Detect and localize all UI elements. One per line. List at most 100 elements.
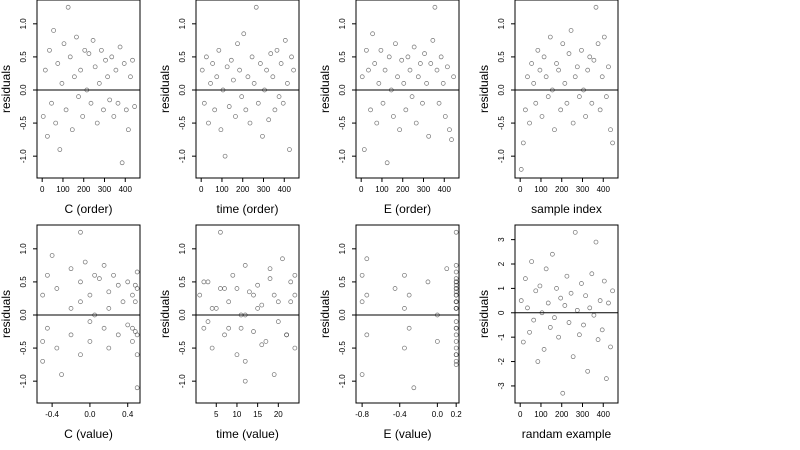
point — [242, 358, 248, 364]
point — [539, 114, 545, 119]
point — [59, 372, 64, 377]
point — [453, 306, 459, 311]
x-tick-label: 0.4 — [122, 410, 134, 419]
point — [40, 358, 46, 364]
point — [572, 74, 578, 80]
point — [599, 327, 605, 333]
point — [401, 81, 407, 86]
point — [270, 74, 276, 80]
x-tick-label: 0 — [518, 410, 523, 419]
point — [579, 281, 584, 286]
x-tick-label: 0 — [359, 185, 364, 194]
point — [397, 127, 402, 133]
point — [359, 299, 365, 305]
point — [267, 276, 273, 281]
y-tick-label: -0.5 — [178, 116, 187, 130]
y-tick-label: 1.0 — [178, 243, 187, 255]
point — [274, 47, 280, 53]
x-tick-label: 5 — [214, 410, 219, 419]
point — [518, 167, 524, 172]
point — [537, 283, 543, 289]
point — [589, 271, 595, 277]
point — [552, 315, 557, 321]
point — [288, 299, 294, 305]
point — [45, 272, 50, 278]
point — [65, 4, 71, 10]
point — [399, 57, 405, 63]
point — [134, 352, 140, 358]
point — [444, 266, 450, 272]
plot-frame — [355, 224, 460, 404]
point — [226, 299, 232, 305]
point — [292, 345, 298, 351]
panel: -1.0 -0.5 0.0 0.5 1.0 -0.8 -0.4 0.0 0.2 E (value)… — [318, 224, 462, 441]
point — [411, 385, 417, 391]
y-tick-label: -1.0 — [178, 374, 187, 388]
point — [266, 117, 272, 123]
point — [415, 74, 421, 80]
point — [222, 286, 227, 291]
plot-frame — [514, 0, 619, 179]
plot-frame — [36, 0, 141, 179]
point — [130, 292, 135, 298]
point — [289, 54, 294, 60]
y-axis-label: residuals — [477, 65, 491, 113]
point — [101, 107, 106, 113]
point — [247, 120, 253, 126]
y-tick-label: -0.5 — [497, 116, 506, 130]
point — [568, 28, 574, 33]
point — [115, 282, 121, 288]
point — [451, 74, 456, 80]
point — [453, 286, 459, 291]
point — [134, 385, 140, 391]
point — [391, 114, 396, 119]
point — [40, 292, 46, 298]
point — [54, 345, 60, 351]
y-tick-label: -1 — [497, 333, 506, 341]
point — [121, 61, 127, 66]
point — [125, 279, 131, 285]
point — [545, 94, 551, 99]
point — [264, 67, 269, 73]
point — [591, 312, 597, 318]
y-tick-label: -1.0 — [497, 149, 506, 163]
y-tick-label: 3 — [497, 237, 506, 242]
point — [453, 292, 459, 298]
point — [572, 229, 578, 235]
point — [128, 74, 133, 80]
point — [405, 54, 411, 60]
point — [282, 38, 288, 43]
point — [583, 293, 588, 299]
point — [520, 339, 526, 345]
point — [59, 81, 65, 86]
point — [78, 299, 83, 305]
point — [288, 279, 294, 285]
point — [292, 292, 298, 298]
y-tick-label: 0.0 — [19, 309, 28, 321]
point — [103, 57, 108, 63]
point — [107, 97, 113, 103]
point — [595, 41, 601, 47]
point — [267, 266, 273, 272]
point — [525, 305, 530, 311]
y-axis-label: residuals — [318, 65, 332, 113]
x-tick-label: 0 — [518, 185, 523, 194]
y-tick-label: 0.0 — [178, 309, 187, 321]
x-axis-label: E (value) — [383, 427, 431, 441]
point — [111, 272, 116, 278]
point — [78, 229, 83, 235]
point — [425, 279, 431, 285]
x-tick-label: 0 — [40, 185, 45, 194]
point — [581, 322, 586, 328]
point — [606, 64, 611, 70]
y-tick-label: 1.0 — [497, 18, 506, 30]
point — [554, 61, 559, 66]
point — [372, 61, 378, 66]
point — [428, 61, 434, 66]
point — [562, 303, 568, 308]
point — [442, 114, 448, 119]
point — [126, 127, 131, 133]
point — [117, 44, 123, 50]
point — [63, 107, 69, 113]
